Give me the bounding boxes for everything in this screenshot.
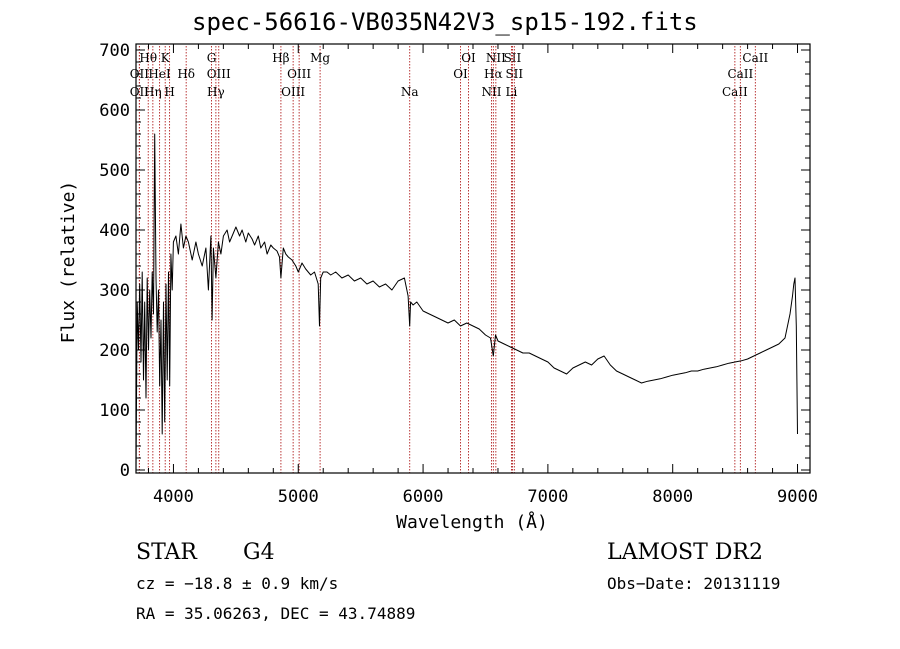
spectral-line-label: CaII	[742, 51, 768, 65]
spectral-line-label: OI	[461, 51, 476, 65]
spectral-line-label: Hα	[484, 67, 503, 81]
y-tick-label: 300	[99, 281, 130, 301]
chart-title: spec-56616-VB035N42V3_sp15-192.fits	[192, 8, 698, 36]
spectral-line-label: OI	[453, 67, 468, 81]
spectrum-series	[135, 133, 798, 472]
spectral-line-label: OII	[130, 85, 150, 99]
coordinates: RA = 35.06263, DEC = 43.74889	[136, 604, 416, 623]
spectral-line-label: OIII	[281, 85, 305, 99]
spectral-line-label: NII	[481, 85, 501, 99]
obs-date: Obs−Date: 20131119	[607, 574, 781, 593]
spectral-line-label: G	[207, 51, 217, 65]
spectral-line-label: HeI	[148, 67, 171, 81]
y-axis-label: Flux (relative)	[58, 181, 79, 344]
x-tick-label: 6000	[403, 487, 444, 507]
spectral-line-label: Hβ	[272, 51, 289, 65]
y-tick-label: 100	[99, 401, 130, 421]
object-class: STAR	[136, 540, 197, 565]
axis-ticks: 4000 5000 6000 7000 8000 9000 0 100 200 300 400 500…	[99, 41, 818, 507]
survey-name: LAMOST DR2	[607, 540, 763, 565]
spectral-line-label: CaII	[727, 67, 753, 81]
spectral-line-label: K	[161, 51, 171, 65]
spectral-line-label: Hη	[144, 85, 162, 99]
x-tick-label: 5000	[278, 487, 319, 507]
spectral-line-label: Na	[401, 85, 419, 99]
spectral-line-label: H	[164, 85, 174, 99]
spectral-line-label: Li	[506, 85, 518, 99]
x-axis-label: Wavelength (Å)	[396, 511, 548, 533]
spectral-line-label: Hθ	[139, 51, 157, 65]
plot-frame	[135, 43, 811, 474]
spectral-subclass: G4	[243, 540, 275, 565]
x-tick-label: 4000	[153, 487, 194, 507]
y-tick-label: 500	[99, 161, 130, 181]
y-tick-label: 200	[99, 341, 130, 361]
spectral-line-label: CaII	[722, 85, 748, 99]
spectral-line-label: OIII	[207, 67, 231, 81]
spectrum-line	[135, 133, 798, 472]
line-markers: Hθ Hη HeI K HHδ G OIII Hγ Hβ OIII OIII Mg Na OI OI NII H…	[130, 46, 768, 473]
x-tick-label: 8000	[652, 487, 693, 507]
spectral-line-label: Hγ	[207, 85, 225, 99]
spectral-line-label: SII	[504, 51, 522, 65]
redshift-text: cz = −18.8 ± 0.9 km/s	[136, 574, 339, 593]
spectral-line-label: Hδ	[177, 67, 195, 81]
spectral-line-label: OIII	[287, 67, 311, 81]
y-tick-label: 700	[99, 41, 130, 61]
y-tick-label: 400	[99, 221, 130, 241]
y-tick-label: 0	[120, 461, 130, 481]
spectral-line-label: SII	[505, 67, 523, 81]
y-tick-label: 600	[99, 101, 130, 121]
spectral-line-label: Mg	[310, 51, 330, 65]
spectral-line-label: NII	[486, 51, 506, 65]
x-tick-label: 7000	[527, 487, 568, 507]
x-tick-label: 9000	[777, 487, 818, 507]
